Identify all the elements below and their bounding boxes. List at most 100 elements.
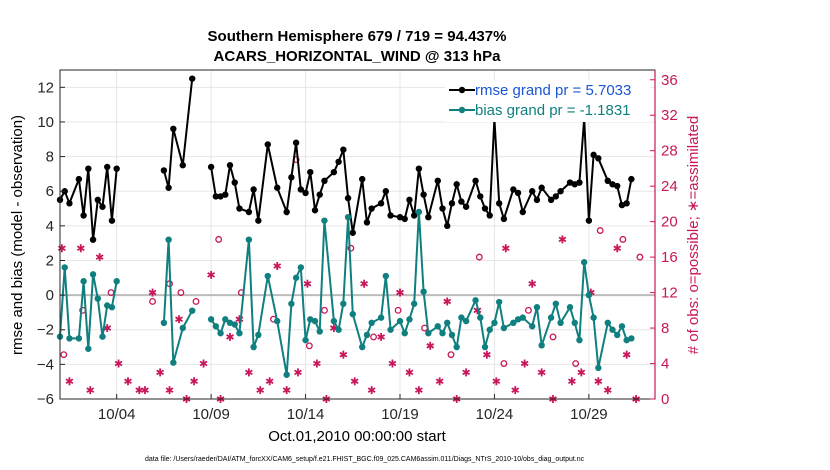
footnote: data file: /Users/raeder/DAI/ATM_forcXX/… xyxy=(145,456,585,463)
x-tick-label: 10/19 xyxy=(381,406,419,423)
asterisk-stroke xyxy=(124,378,132,385)
rmse-point xyxy=(382,188,390,195)
assimilated-obs-point xyxy=(622,350,631,359)
title-group: Southern Hemisphere 679 / 719 = 94.437% … xyxy=(208,28,507,65)
chart-title: Southern Hemisphere 679 / 719 = 94.437% xyxy=(208,28,507,45)
rmse-point xyxy=(415,165,423,172)
rmse-point xyxy=(614,182,621,190)
rmse-point xyxy=(538,184,545,191)
rmse-point xyxy=(623,200,630,207)
rmse-point xyxy=(330,168,338,176)
bias-point xyxy=(245,236,253,243)
possible-obs-point xyxy=(394,306,402,314)
assimilated-obs-point xyxy=(141,386,149,395)
bias-point xyxy=(359,343,366,351)
rmse-point xyxy=(514,189,522,197)
bias-point xyxy=(349,310,356,318)
y2-tick-label: 32 xyxy=(661,107,678,124)
y2-tick-label: 0 xyxy=(661,391,669,408)
asterisk-stroke xyxy=(244,369,253,376)
rmse-point xyxy=(245,208,253,216)
bias-point xyxy=(75,335,83,342)
assimilated-obs-point xyxy=(567,377,576,386)
assimilated-obs-point xyxy=(414,386,423,395)
rmse-point xyxy=(302,189,309,197)
bias-point xyxy=(618,323,626,330)
assimilated-obs-point xyxy=(537,368,546,377)
bias-point xyxy=(330,317,338,325)
legend-box xyxy=(445,80,650,122)
rmse-point xyxy=(557,188,564,195)
assimilated-obs-point xyxy=(377,332,386,341)
asterisk-stroke xyxy=(594,378,603,385)
bias-point xyxy=(481,343,489,351)
rmse-point xyxy=(420,191,427,198)
bias-point xyxy=(321,217,328,224)
y-tick-label: 8 xyxy=(46,149,54,166)
rmse-point xyxy=(288,174,295,181)
bias-point xyxy=(80,278,87,285)
bias-point xyxy=(576,336,583,344)
assimilated-obs-point xyxy=(95,253,104,262)
assimilated-obs-point xyxy=(511,386,520,395)
bias-point xyxy=(552,300,560,307)
possible-obs-point xyxy=(447,351,455,359)
y-tick-label: 10 xyxy=(37,114,54,131)
y-tick-label: 2 xyxy=(46,252,54,269)
bias-point xyxy=(477,314,484,321)
rmse-point xyxy=(179,162,186,169)
assimilated-obs-point xyxy=(462,368,471,377)
asterisk-stroke xyxy=(312,360,321,367)
assimilated-obs-point xyxy=(558,235,567,244)
rmse-point xyxy=(359,175,366,183)
rmse-point xyxy=(453,181,460,188)
bias-point xyxy=(94,295,101,302)
rmse-point xyxy=(458,198,465,205)
rmse-point xyxy=(89,236,97,243)
rmse-point xyxy=(170,125,177,133)
rmse-point xyxy=(222,191,229,198)
legend: rmse grand pr = 5.7033 bias grand pr = -1… xyxy=(445,80,650,122)
rmse-point xyxy=(387,212,394,219)
bias-point xyxy=(264,272,271,280)
chart-subtitle: ACARS_HORIZONTAL_WIND @ 313 hPa xyxy=(214,48,502,65)
bias-point xyxy=(590,314,597,321)
bias-point xyxy=(368,319,375,327)
possible-obs-point xyxy=(500,360,508,367)
plot-area xyxy=(60,70,655,399)
bias-point xyxy=(448,331,456,339)
bias-point xyxy=(344,213,352,221)
bias-point xyxy=(458,314,465,321)
asterisk-stroke xyxy=(622,351,631,358)
rmse-point xyxy=(604,177,611,185)
y2-tick-label: 20 xyxy=(661,214,678,231)
bias-point xyxy=(609,326,616,333)
x-axis-label: Oct.01,2010 00:00:00 start xyxy=(268,428,446,445)
legend-rmse-marker xyxy=(458,86,466,94)
rmse-point xyxy=(410,212,418,219)
asterisk-stroke xyxy=(95,254,104,260)
asterisk-stroke xyxy=(114,360,123,367)
rmse-point xyxy=(448,200,456,207)
assimilated-obs-point xyxy=(435,377,444,386)
asterisk-stroke xyxy=(528,280,537,287)
bias-point xyxy=(231,321,238,328)
bias-point xyxy=(628,335,635,342)
possible-obs-point xyxy=(596,227,604,234)
rmse-point xyxy=(80,212,87,219)
assimilated-obs-point xyxy=(65,377,74,386)
y-axis-label: rmse and bias (model - observation) xyxy=(9,115,26,355)
y-axis-left: −6 −4 −2 0 2 4 6 8 10 12 xyxy=(37,79,65,408)
rmse-point xyxy=(264,141,271,148)
asterisk-stroke xyxy=(462,369,471,376)
rmse-point xyxy=(297,186,305,193)
rmse-point xyxy=(104,163,111,171)
assimilated-obs-point xyxy=(443,297,452,306)
assimilated-obs-point xyxy=(501,244,510,253)
bias-point xyxy=(444,319,451,327)
bias-point xyxy=(585,291,593,299)
bias-point xyxy=(604,319,611,327)
asterisk-stroke xyxy=(156,369,165,376)
rmse-point xyxy=(472,177,479,185)
asterisk-stroke xyxy=(537,369,546,376)
